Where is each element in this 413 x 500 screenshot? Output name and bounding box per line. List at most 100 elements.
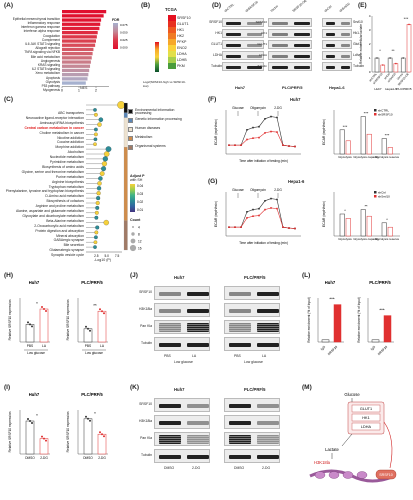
dotbar-point bbox=[101, 310, 103, 313]
blot-strip bbox=[154, 337, 210, 351]
ecar-trace bbox=[229, 131, 296, 147]
l-bar bbox=[371, 339, 380, 343]
dotbar-point bbox=[89, 419, 91, 422]
m-target-label: SRSF10 bbox=[379, 473, 393, 477]
b-colorbar bbox=[155, 42, 159, 72]
ecar-significance: *** bbox=[343, 124, 348, 129]
dotbar-y-axis-label: Relative SRSF10 expression bbox=[66, 299, 70, 340]
c-adj-tick: 0.04 bbox=[137, 184, 143, 188]
c-pathway-label: Phenylalanine, tyrosine and tryptophan b… bbox=[5, 189, 84, 194]
d-blot-strip bbox=[268, 40, 312, 49]
panel-label-d: (D) bbox=[212, 2, 222, 9]
e-bar bbox=[380, 64, 386, 73]
l-cell-line-title: Huh7 bbox=[325, 280, 336, 285]
c-lollipop-dot bbox=[94, 235, 98, 240]
dotbar-point bbox=[87, 417, 89, 420]
dotbar-group-label: LA bbox=[42, 344, 47, 348]
blot-band bbox=[257, 455, 279, 459]
g-title: Hepa1-6 bbox=[288, 179, 305, 184]
a-gsea-bar-chart: 0 1 2 0.075 0.050 0.025 0.000 bbox=[61, 10, 128, 93]
d-band bbox=[272, 55, 288, 58]
d-blot-strip bbox=[268, 29, 312, 38]
m-nucleosome bbox=[342, 471, 354, 479]
b-gene-label: HK1 bbox=[177, 28, 184, 32]
b-heatmap-cell bbox=[168, 63, 176, 69]
ecar-x-axis-label: Time after initiation of testing (min) bbox=[239, 159, 288, 163]
i-srsf10-expression-charts: Huh7 Relative SRSF10 expression DMSO 2-DG * P… bbox=[8, 392, 108, 460]
ecar-point bbox=[288, 145, 290, 147]
d-band bbox=[326, 44, 335, 47]
c-adj-tick: 0.02 bbox=[137, 200, 143, 204]
c-adj-legend-sub: with SH bbox=[130, 178, 143, 182]
blot-strip bbox=[224, 432, 280, 446]
blot-strip bbox=[154, 432, 210, 446]
c-count-dot bbox=[132, 226, 134, 228]
ecar-group-label: Glycolysis bbox=[338, 155, 352, 159]
blot-strip bbox=[224, 286, 280, 300]
d-band bbox=[247, 44, 262, 47]
d-band bbox=[226, 44, 241, 47]
ecar-trace bbox=[229, 116, 296, 147]
c-pathway-label: Glyoxylate and dicarboxylate metabolism bbox=[22, 213, 84, 218]
ecar-injection-label: Oligomycin bbox=[250, 188, 266, 192]
blot-band bbox=[187, 309, 209, 313]
ecar-point bbox=[228, 226, 230, 228]
blot-band bbox=[257, 292, 279, 296]
c-lollipop-dot bbox=[102, 156, 108, 162]
panel-j: (J) Huh7 SRSF10 H3K18la Pan Kla Tubulin PBS LA… bbox=[130, 272, 300, 380]
d-blot-strip bbox=[322, 51, 352, 60]
ecar-point bbox=[252, 137, 254, 139]
c-pathway-label: Tryptophan metabolism bbox=[48, 184, 84, 189]
blot-strip bbox=[154, 320, 210, 334]
dotbar-bar bbox=[83, 418, 93, 455]
d-protein-label: Srsf10 bbox=[353, 20, 363, 24]
e-point bbox=[389, 57, 391, 59]
e-group-label: Vector bbox=[396, 72, 404, 81]
g-ecar-charts: ECAR (mpH/min) Time after initiation of t… bbox=[214, 188, 400, 245]
c-category-swatch bbox=[128, 144, 133, 150]
d-protein-label: Hk1 bbox=[353, 31, 360, 35]
dotbar-group-label: LA bbox=[100, 344, 105, 348]
ecar-point bbox=[246, 129, 248, 131]
ecar-point bbox=[276, 116, 278, 119]
c-pathway-label: Protein digestion and absorption bbox=[35, 228, 84, 233]
a-x-tick-label: 2 bbox=[95, 89, 97, 93]
blot-protein-label: H3K18la bbox=[138, 419, 152, 423]
dotbar-cell-line-title: Huh7 bbox=[29, 392, 40, 397]
c-pathway-label: Alcoholism bbox=[67, 150, 84, 155]
ecar-point bbox=[270, 130, 272, 133]
c-x-tick-label: 5.0 bbox=[104, 254, 109, 258]
ecar-injection-label: Glucose bbox=[232, 106, 244, 110]
e-significance: ** bbox=[391, 48, 395, 53]
d-protein-label: Tubulin bbox=[211, 64, 222, 68]
panel-m: (M) Glucose GLUT1 HK1 LDHA Lactate H3K18la SRS… bbox=[302, 384, 411, 498]
c-lollipop-dot bbox=[98, 176, 103, 181]
dotbar-point bbox=[29, 420, 31, 422]
blot-band bbox=[187, 404, 209, 408]
c-pathway-label: Morphine addiction bbox=[55, 145, 84, 150]
c-lollipop-dot bbox=[97, 181, 102, 186]
a-bar bbox=[62, 39, 96, 43]
a-bar bbox=[62, 26, 100, 31]
e-cell-line-label: Huh7 bbox=[374, 87, 382, 91]
ecar-point bbox=[258, 136, 260, 139]
ecar-point bbox=[270, 197, 272, 200]
dotbar-point bbox=[99, 308, 101, 311]
c-lollipop-dot bbox=[117, 101, 125, 109]
d-band bbox=[247, 22, 262, 25]
dotbar-point bbox=[31, 422, 33, 424]
d-band bbox=[326, 22, 335, 25]
ecar-bar bbox=[360, 209, 366, 237]
e-lactate-bar-chart: 0 1 2 3 4 Relative extracellular lactate shCTR… bbox=[359, 14, 412, 91]
d-band bbox=[341, 44, 350, 47]
dotbar-point bbox=[103, 312, 105, 315]
dotbar-y-axis-label: Relative SRSF10 expression bbox=[8, 411, 12, 452]
l-cell-line-title: PLC/PRF/5 bbox=[369, 280, 391, 285]
c-lollipop-dot bbox=[94, 215, 99, 220]
panel-label-g: (G) bbox=[208, 178, 218, 185]
panel-k: (K) Huh7 SRSF10 H3K18la Pan Kla Tubulin DMSO 2… bbox=[130, 384, 300, 498]
c-pathway-label: Mineral absorption bbox=[56, 233, 84, 238]
c-lollipop-dot bbox=[103, 219, 109, 226]
dotbar-group-label: PBS bbox=[27, 344, 33, 348]
ecar-significance: ** bbox=[364, 204, 368, 209]
